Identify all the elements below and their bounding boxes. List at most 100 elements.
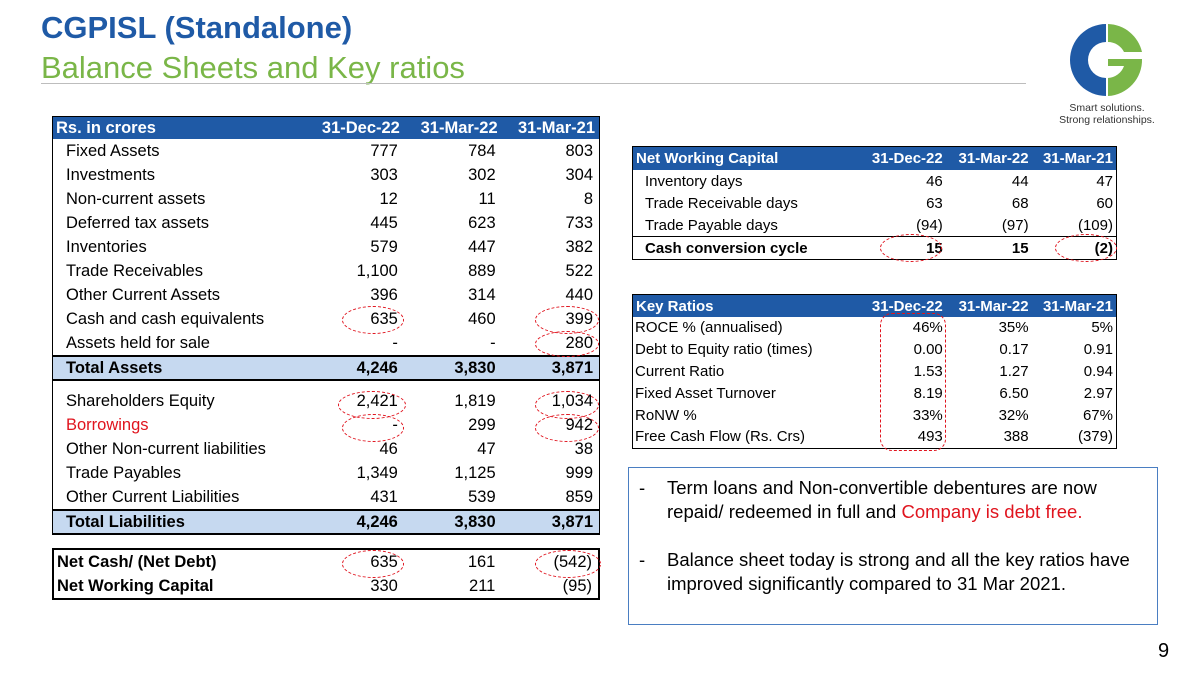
table-row: Trade Receivable days 63 68 60 [633,192,1117,214]
table-row: ROCE % (annualised) 46% 35% 5% [633,317,1117,339]
table-row: Trade Receivables 1,100 889 522 [53,259,600,283]
cell-value: 1,819 [454,391,496,410]
cell-value: 161 [467,552,496,571]
cell-value: (94) [916,216,943,234]
tagline-line-2: Strong relationships. [1059,114,1155,126]
cell-value: 67% [1082,406,1113,424]
row-label: Total Assets [52,355,308,381]
row-label: Other Current Liabilities [66,487,240,506]
cell-value: 382 [565,237,593,256]
cell-value: 211 [469,576,496,595]
table-row: RoNW % 33% 32% 67% [633,404,1117,426]
cell-value: 46 [379,439,398,458]
cell-value: 3,830 [403,355,502,381]
table-row: Borrowings -299 942 [53,413,600,437]
highlight-circle [342,414,404,442]
column-header: 31-Mar-21 [1031,146,1117,170]
cell-value: 8 [583,189,593,208]
cell-value: 44 [1011,172,1029,190]
highlight-circle [535,414,599,442]
cell-value: 304 [565,165,593,184]
table-header-row: Rs. in crores 31-Dec-22 31-Mar-22 31-Mar… [52,116,600,139]
highlight-box [880,313,946,451]
bullet-dash: - [639,549,646,570]
row-label: Fixed Asset Turnover [635,384,776,402]
column-header: 31-Mar-21 [1031,294,1117,317]
cell-value: 579 [370,237,398,256]
table-row: Trade Payables 1,349 1,125 999 [53,461,600,485]
cell-value: 303 [370,165,398,184]
highlight-circle [342,306,404,334]
cell-value: 5% [1091,319,1113,337]
cell-value: 440 [565,285,593,304]
row-label: Cash conversion cycle [632,236,862,260]
total-liabilities-row: Total Liabilities 4,246 3,830 3,871 [52,509,600,535]
cell-value: (95) [562,576,592,595]
cell-value: 46 [926,172,943,190]
row-label: Fixed Assets [66,141,160,160]
table-row: Inventories 579 447 382 [53,235,600,259]
bullet-dash: - [639,477,646,498]
cell-value: 733 [565,213,593,232]
cell-value: 0.17 [999,341,1029,359]
row-label: Inventories [66,237,147,256]
balance-sheet-table: Rs. in crores 31-Dec-22 31-Mar-22 31-Mar… [52,116,600,535]
cell-value: 396 [370,285,398,304]
tagline-line-1: Smart solutions. [1069,102,1145,114]
cell-value: 32% [998,406,1029,424]
table-row: Debt to Equity ratio (times) 0.00 0.17 0.91 [633,339,1117,361]
note-text: Balance sheet today is strong and all th… [667,549,1130,594]
cash-conversion-row: Cash conversion cycle 15 15 (2) [632,236,1117,260]
cell-value: 4,246 [307,509,404,535]
highlight-circle [342,550,404,578]
table-row: Non-current assets 12 11 8 [53,187,600,211]
column-header: 31-Mar-21 [501,116,600,139]
cell-value: 12 [379,189,398,208]
cell-value: 0.00 [913,341,943,359]
cell-value: 1,125 [454,463,496,482]
row-label: Trade Payables [66,463,181,482]
table-row: Shareholders Equity 2,421 1,819 1,034 [53,389,600,413]
column-header: Rs. in crores [52,116,308,139]
row-label: Cash and cash equivalents [66,309,265,328]
total-assets-row: Total Assets 4,246 3,830 3,871 [52,355,600,381]
highlight-circle [535,306,599,334]
spacer-row [53,380,600,389]
column-header: 31-Mar-22 [945,146,1032,170]
table-row: Net Cash/ (Net Debt) 635 161 (542) [53,549,599,574]
column-header: 31-Dec-22 [861,294,946,317]
title-divider [41,83,1026,84]
cell-value: 0.91 [1083,341,1113,359]
cell-value: 447 [468,237,496,256]
column-header: Net Working Capital [632,146,862,170]
table-row: Investments 303 302 304 [53,163,600,187]
note-bullet-1: - Term loans and Non-convertible debentu… [639,476,1149,524]
page-title: CGPISL (Standalone) [41,10,353,45]
row-label: Trade Receivable days [645,194,798,212]
table-header-row: Net Working Capital 31-Dec-22 31-Mar-22 … [632,146,1117,170]
table-row: Fixed Assets 777 784 803 [53,139,600,163]
row-label: Trade Payable days [645,216,778,234]
row-label: Current Ratio [635,362,725,380]
table-row: Free Cash Flow (Rs. Crs) 493 388 (379) [633,426,1117,448]
table-row: Deferred tax assets 445 623 733 [53,211,600,235]
cell-value: 522 [565,261,593,280]
column-header: 31-Mar-22 [945,294,1032,317]
cell-value: (109) [1077,216,1113,234]
cell-value: 784 [468,141,496,160]
highlight-circle [535,331,599,357]
cell-value: 38 [574,439,593,458]
column-header: 31-Mar-22 [403,116,502,139]
net-working-capital-table: Net Working Capital 31-Dec-22 31-Mar-22 … [632,146,1117,260]
row-label: Other Non-current liabilities [66,439,266,458]
row-label: Debt to Equity ratio (times) [635,341,813,359]
table-row: Trade Payable days (94) (97) (109) [633,214,1117,237]
cell-value: 33% [912,406,943,424]
column-header: Key Ratios [632,294,862,317]
table-row: Other Current Assets 396 314 440 [53,283,600,307]
cell-value: 1.53 [913,362,943,380]
cell-value: 2.97 [1083,384,1113,402]
table-row: Assets held for sale - -280 [53,331,600,356]
page-number: 9 [1158,640,1170,662]
highlight-circle [535,550,601,578]
